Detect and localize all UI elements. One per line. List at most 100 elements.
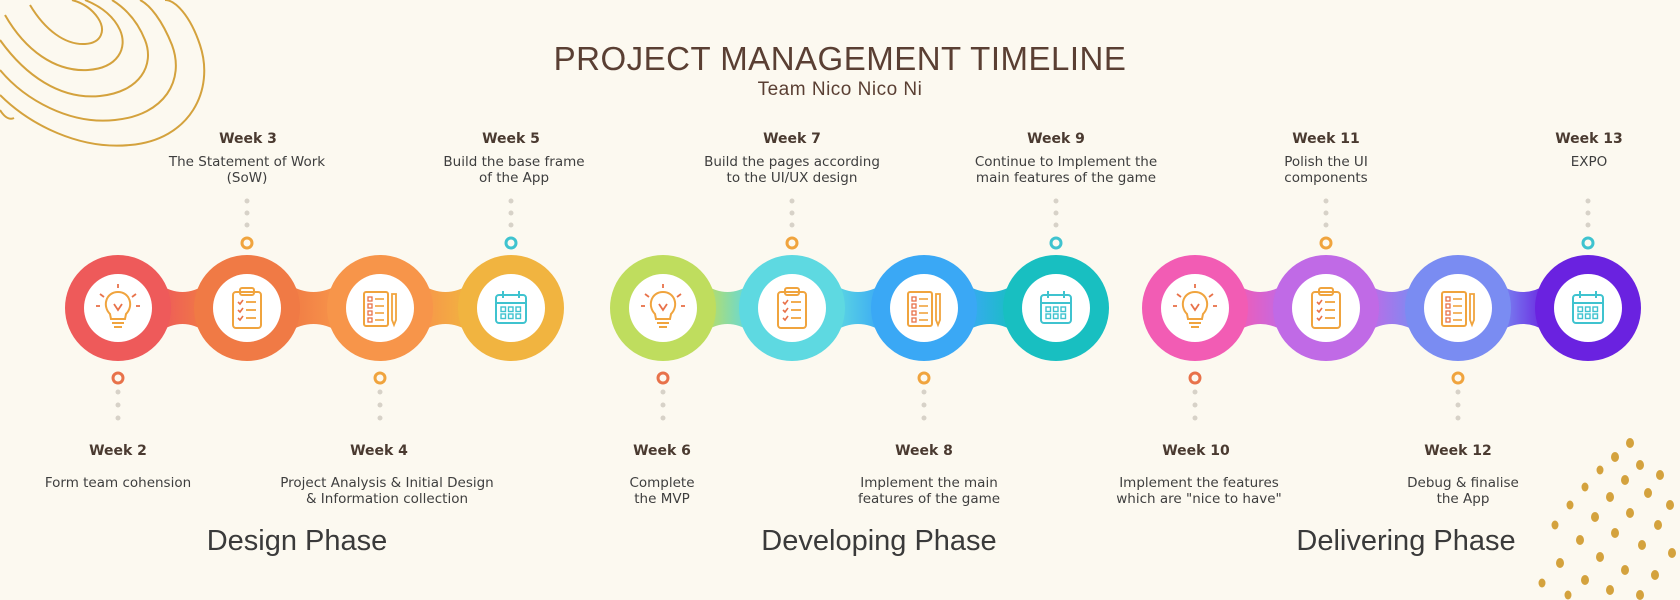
guide-dot <box>1323 210 1329 216</box>
milestone-week-label: Week 8 <box>895 443 953 459</box>
guide-dot <box>1455 415 1461 421</box>
page-subtitle: Team Nico Nico Ni <box>757 79 923 100</box>
guide-dot <box>1053 222 1059 228</box>
lightbulb-icon <box>641 284 685 328</box>
clipboard-checklist-icon <box>232 287 262 329</box>
milestone-marker <box>1581 236 1595 250</box>
guide-dot <box>377 389 383 395</box>
phase-label-delivering: Delivering Phase <box>1296 525 1516 557</box>
milestone-description: Implement the features which are "nice to… <box>1116 475 1282 507</box>
milestone-description: The Statement of Work (SoW) <box>168 154 326 186</box>
guide-dot <box>115 389 121 395</box>
milestone-week-label: Week 3 <box>219 131 277 147</box>
milestone-description: EXPO <box>1570 154 1608 170</box>
timeline-connector <box>159 284 206 332</box>
phase-label-design: Design Phase <box>206 525 388 557</box>
guide-dot <box>660 389 666 395</box>
milestone-description: Form team cohension <box>44 475 192 491</box>
document-pencil-icon <box>1441 291 1475 328</box>
calendar-icon <box>1572 291 1604 324</box>
milestone-marker <box>240 236 254 250</box>
milestone-week-label: Week 11 <box>1292 131 1360 147</box>
timeline-connector <box>704 284 751 332</box>
guide-dot <box>115 415 121 421</box>
milestone-description: Debug & finalise the App <box>1407 475 1519 507</box>
guide-dot <box>1192 415 1198 421</box>
lightbulb-icon <box>96 284 140 328</box>
guide-dot <box>377 415 383 421</box>
milestone-week-label: Week 7 <box>763 131 821 147</box>
guide-dot <box>508 198 514 204</box>
milestone-icon-background <box>629 274 697 342</box>
milestone-icon-background <box>1161 274 1229 342</box>
timeline-connector <box>288 284 339 332</box>
milestone-icon-background <box>1022 274 1090 342</box>
guide-dot <box>921 415 927 421</box>
guide-dot <box>244 210 250 216</box>
milestone-marker <box>504 236 518 250</box>
document-pencil-icon <box>907 291 941 328</box>
milestone-icon-background <box>477 274 545 342</box>
timeline-connector <box>421 284 470 332</box>
guide-dot <box>1192 402 1198 408</box>
guide-dot <box>1455 389 1461 395</box>
milestone-week-label: Week 10 <box>1162 443 1230 459</box>
milestone-marker <box>1451 371 1465 385</box>
guide-dot <box>789 210 795 216</box>
clipboard-checklist-icon <box>777 287 807 329</box>
guide-dot <box>789 198 795 204</box>
guide-dot <box>1192 389 1198 395</box>
guide-dot <box>660 402 666 408</box>
milestone-week-label: Week 6 <box>633 443 691 459</box>
guide-dot <box>921 402 927 408</box>
milestone-week-label: Week 13 <box>1555 131 1623 147</box>
guide-dot <box>1053 198 1059 204</box>
calendar-icon <box>1040 291 1072 324</box>
milestone-marker <box>656 371 670 385</box>
milestone-description: Polish the UI components <box>1284 154 1368 186</box>
milestone-marker <box>111 371 125 385</box>
topographic-lines-decoration <box>0 0 206 147</box>
guide-dot <box>508 210 514 216</box>
milestone-description: Project Analysis & Initial Design & Infor… <box>280 475 494 507</box>
milestone-icon-background <box>1292 274 1360 342</box>
milestone-icon-background <box>213 274 281 342</box>
guide-dot <box>244 198 250 204</box>
milestone-marker <box>1319 236 1333 250</box>
milestone-description: Build the base frame of the App <box>443 154 585 186</box>
guide-dot <box>115 402 121 408</box>
milestone-icon-background <box>1424 274 1492 342</box>
milestone-marker <box>785 236 799 250</box>
guide-dot <box>377 402 383 408</box>
milestone-marker <box>917 371 931 385</box>
milestone-week-label: Week 5 <box>482 131 540 147</box>
calendar-icon <box>495 291 527 324</box>
milestone-icon-background <box>890 274 958 342</box>
guide-dot <box>1323 198 1329 204</box>
milestone-marker <box>1049 236 1063 250</box>
milestone-icon-background <box>84 274 152 342</box>
milestone-icon-background <box>346 274 414 342</box>
guide-dot <box>1455 402 1461 408</box>
milestone-icon-background <box>1554 274 1622 342</box>
guide-dot <box>1585 210 1591 216</box>
guide-dot <box>921 389 927 395</box>
milestone-week-label: Week 2 <box>89 443 147 459</box>
timeline-connector <box>1236 284 1285 332</box>
guide-dot <box>789 222 795 228</box>
milestone-marker <box>373 371 387 385</box>
milestone-description: Complete the MVP <box>629 475 695 507</box>
milestone-week-label: Week 9 <box>1027 131 1085 147</box>
lightbulb-icon <box>1173 284 1217 328</box>
milestone-icon-background <box>758 274 826 342</box>
timeline-connector <box>1367 284 1417 332</box>
guide-dot <box>1585 222 1591 228</box>
document-pencil-icon <box>363 291 397 328</box>
milestone-description: Implement the main features of the game <box>857 475 1001 507</box>
clipboard-checklist-icon <box>1311 287 1341 329</box>
guide-dot <box>1323 222 1329 228</box>
milestone-marker <box>1188 371 1202 385</box>
guide-dot <box>508 222 514 228</box>
timeline-connector <box>965 284 1015 332</box>
